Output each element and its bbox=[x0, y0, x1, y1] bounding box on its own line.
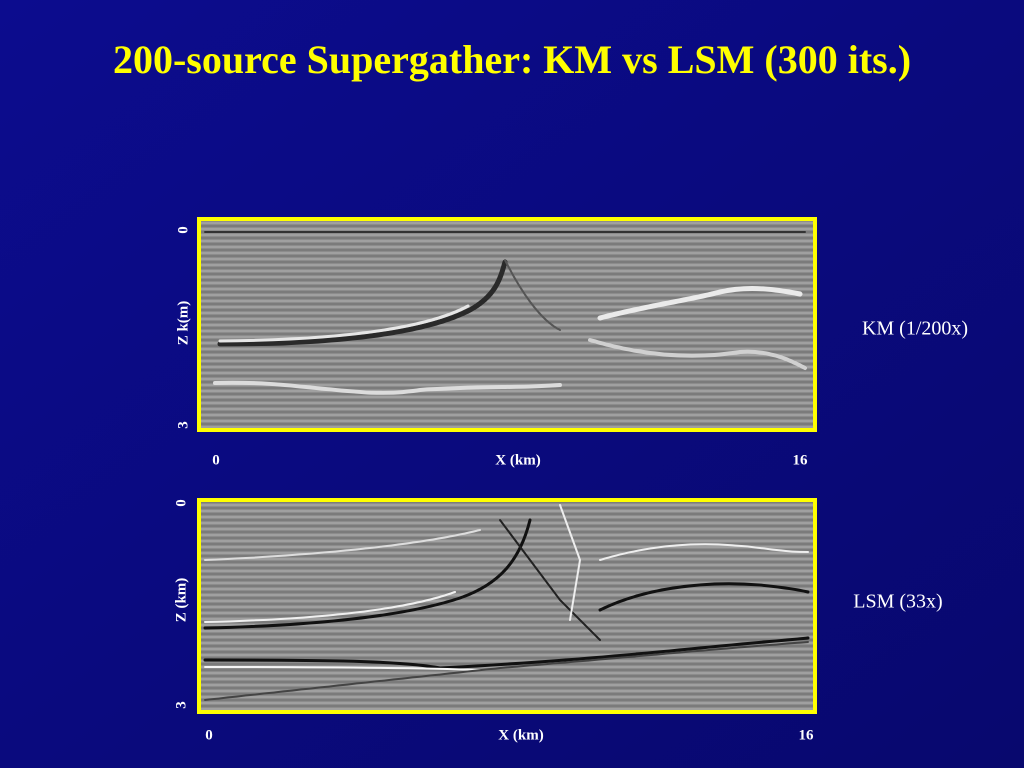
lsm-reflectors bbox=[203, 504, 810, 701]
x-label: X (km) bbox=[495, 452, 540, 468]
x-left: 0 bbox=[212, 452, 220, 468]
z-bottom: 3 bbox=[173, 701, 189, 709]
z-top: 0 bbox=[175, 226, 191, 234]
z-label: Z (km) bbox=[173, 578, 189, 623]
z-bottom: 3 bbox=[175, 421, 191, 429]
title: 200-source Supergather: KM vs LSM (300 i… bbox=[113, 37, 911, 82]
lsm-panel: 0 Z (km) 3 0 X (km) 16 LSM (33x) bbox=[173, 498, 943, 743]
km-reflectors bbox=[204, 231, 807, 395]
x-left: 0 bbox=[205, 727, 213, 743]
panel-label: LSM (33x) bbox=[853, 591, 942, 613]
km-panel: 0 Z k(m) 3 0 X (km) 16 KM (1/200x) bbox=[175, 217, 968, 468]
z-top: 0 bbox=[173, 499, 189, 507]
x-right: 16 bbox=[793, 452, 809, 468]
panel-label: KM (1/200x) bbox=[862, 318, 968, 340]
x-label: X (km) bbox=[498, 727, 543, 743]
x-right: 16 bbox=[799, 727, 815, 743]
z-label: Z k(m) bbox=[175, 301, 191, 346]
km-image bbox=[197, 217, 817, 432]
lsm-image bbox=[197, 498, 817, 714]
